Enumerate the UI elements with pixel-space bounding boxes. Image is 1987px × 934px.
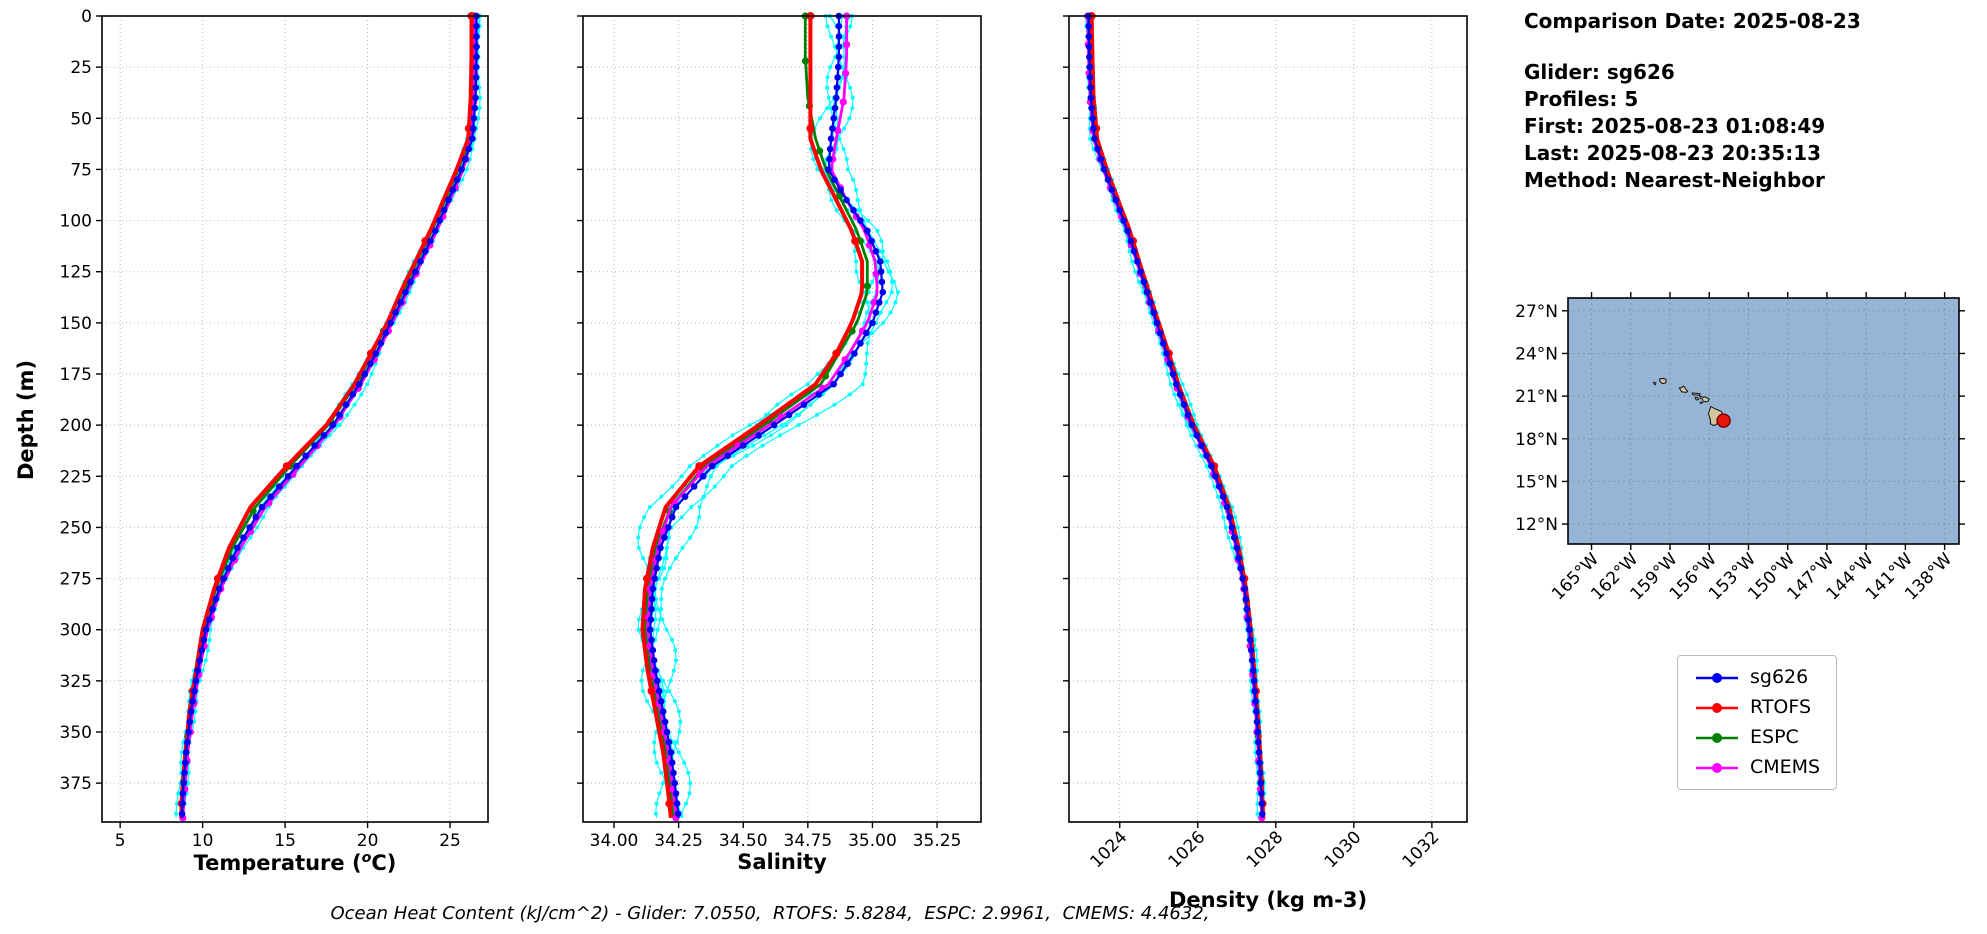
svg-text:20: 20 [357,831,379,851]
legend-swatch-sg626 [1696,672,1738,683]
method-text: Method: Nearest-Neighbor [1524,168,1825,192]
svg-text:10: 10 [192,831,214,851]
svg-text:15: 15 [274,831,296,851]
location-map: 165°W162°W159°W156°W153°W150°W147°W144°W… [1515,292,1965,604]
comparison-info-block: Comparison Date: 2025-08-23 Glider: sg62… [1524,8,1861,194]
svg-text:175: 175 [60,365,92,385]
svg-text:25: 25 [439,831,461,851]
svg-text:5: 5 [115,831,126,851]
temperature-axis-label-unit: C) [371,851,397,875]
degree-superscript: o [361,850,372,866]
legend-item-ESPC: ESPC [1694,728,1820,747]
svg-text:27°N: 27°N [1515,302,1558,322]
temperature-plot: 5 10 15 20 250255075100125150175200225250275… [60,7,489,851]
svg-text:25: 25 [70,58,92,78]
island-4 [1691,392,1701,396]
profiles-count-text: Profiles: 5 [1524,87,1639,111]
density-axis-label: Density (kg m-3) [1168,888,1368,912]
svg-text:18°N: 18°N [1515,430,1558,450]
legend-label-RTOFS: RTOFS [1750,696,1812,718]
svg-text:325: 325 [60,672,92,692]
svg-text:35.25: 35.25 [913,831,962,851]
svg-text:1026: 1026 [1165,827,1210,872]
island-3 [1694,396,1700,401]
island-7 [1653,381,1657,386]
svg-text:15°N: 15°N [1515,472,1558,492]
info-spacer [1524,35,1861,59]
svg-text:12°N: 12°N [1515,515,1558,535]
svg-text:1028: 1028 [1243,827,1288,872]
legend-swatch-CMEMS [1696,762,1738,773]
comparison-date-text: Comparison Date: 2025-08-23 [1524,9,1861,33]
svg-text:250: 250 [60,518,92,538]
temperature-axis-label-text: Temperature ( [193,851,362,875]
density-plot: 1024 1026 1028 1030 1032 [1063,12,1468,872]
legend-label-ESPC: ESPC [1750,726,1799,748]
glider-name-text: Glider: sg626 [1524,60,1675,84]
svg-text:225: 225 [60,467,92,487]
svg-text:50: 50 [70,109,92,129]
svg-text:375: 375 [60,774,92,794]
svg-text:75: 75 [70,160,92,180]
svg-text:200: 200 [60,416,92,436]
svg-text:24°N: 24°N [1515,344,1558,364]
svg-text:1030: 1030 [1321,827,1366,872]
last-profile-time-text: Last: 2025-08-23 20:35:13 [1524,141,1822,165]
legend: sg626 RTOFS ESPC CMEMS [1677,655,1838,790]
svg-text:35.00: 35.00 [848,831,897,851]
glider-location-marker [1716,413,1731,428]
salinity-axis-label: Salinity [737,850,827,874]
svg-text:21°N: 21°N [1515,387,1558,407]
svg-text:150: 150 [60,314,92,334]
island-5 [1678,385,1689,393]
salinity-plot: 34.00 34.25 34.50 34.75 35.00 35.25 [577,12,982,851]
ocean-heat-content-note: Ocean Heat Content (kJ/cm^2) - Glider: 7… [330,903,1210,924]
legend-item-sg626: sg626 [1694,668,1820,687]
island-2 [1699,401,1704,405]
svg-text:34.25: 34.25 [654,831,703,851]
legend-item-CMEMS: CMEMS [1694,758,1820,777]
svg-text:350: 350 [60,723,92,743]
svg-text:300: 300 [60,621,92,641]
svg-text:1024: 1024 [1087,827,1132,872]
first-profile-time-text: First: 2025-08-23 01:08:49 [1524,114,1826,138]
legend-swatch-RTOFS [1696,702,1738,713]
legend-label-CMEMS: CMEMS [1750,756,1821,778]
svg-text:34.00: 34.00 [590,831,639,851]
svg-text:100: 100 [60,212,92,232]
svg-text:0: 0 [81,7,92,27]
temperature-axis-label: Temperature (oC) [194,850,397,875]
legend-swatch-ESPC [1696,732,1738,743]
legend-label-sg626: sg626 [1750,666,1809,688]
svg-text:34.50: 34.50 [719,831,768,851]
svg-text:1032: 1032 [1399,827,1444,872]
series-RTOFS [179,16,474,818]
svg-text:34.75: 34.75 [784,831,833,851]
svg-text:125: 125 [60,263,92,283]
legend-item-RTOFS: RTOFS [1694,698,1820,717]
depth-axis-label: Depth (m) [14,359,38,481]
series-RTOFS [640,16,865,819]
svg-text:275: 275 [60,570,92,590]
island-6 [1659,377,1667,385]
island-1 [1699,394,1710,403]
